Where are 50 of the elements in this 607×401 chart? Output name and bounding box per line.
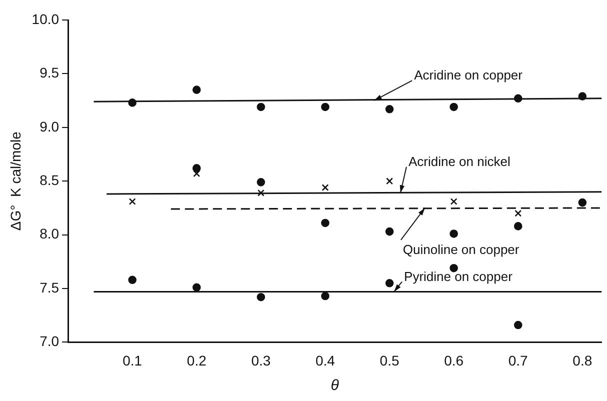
y-axis-title: ΔG° K cal/mole [7, 131, 24, 231]
point [256, 178, 266, 186]
y-tick-label: 7.5 [40, 279, 60, 296]
point [514, 94, 522, 103]
point [256, 102, 266, 112]
point [578, 198, 587, 207]
x-tick-label: 0.5 [380, 352, 400, 368]
y-tick-label: 8.0 [40, 226, 60, 242]
x-tick-label: 0.2 [186, 352, 207, 368]
point [128, 98, 136, 107]
point [257, 189, 264, 196]
point [385, 278, 394, 288]
annotation: Pyridine on copper [404, 268, 514, 284]
point [192, 283, 201, 292]
point [385, 104, 394, 114]
point [386, 178, 394, 185]
point [256, 292, 266, 302]
point [321, 292, 330, 300]
x-tick-label: 0.3 [251, 352, 271, 368]
y-tick-label: 10.0 [32, 10, 60, 27]
point [192, 164, 201, 172]
point [450, 230, 458, 238]
point [514, 222, 522, 230]
point [450, 102, 458, 112]
x-axis-title: θ [330, 377, 339, 394]
y-tick-label: 7.0 [40, 333, 60, 350]
x-tick-label: 0.1 [122, 352, 142, 368]
point [578, 92, 587, 100]
x-tick-label: 0.8 [572, 352, 592, 368]
point [385, 227, 394, 236]
point [322, 184, 329, 192]
point [514, 210, 522, 217]
x-tick-label: 0.6 [444, 352, 464, 368]
annotation: Acridine on copper [414, 68, 524, 83]
y-tick-label: 9.5 [40, 64, 60, 81]
annotation: Quinoline on copper [402, 242, 520, 258]
point [128, 276, 136, 284]
point [514, 320, 522, 330]
x-tick-label: 0.4 [315, 352, 336, 368]
point [192, 86, 201, 94]
point [450, 198, 458, 205]
point [321, 102, 330, 112]
point [193, 170, 200, 178]
point [321, 218, 330, 228]
y-tick-label: 9.0 [40, 118, 60, 134]
y-tick-label: 8.5 [40, 172, 60, 188]
x-tick-label: 0.7 [508, 352, 528, 368]
point [450, 264, 458, 272]
point [128, 198, 136, 205]
annotation: Acridine on nickel [408, 154, 510, 169]
